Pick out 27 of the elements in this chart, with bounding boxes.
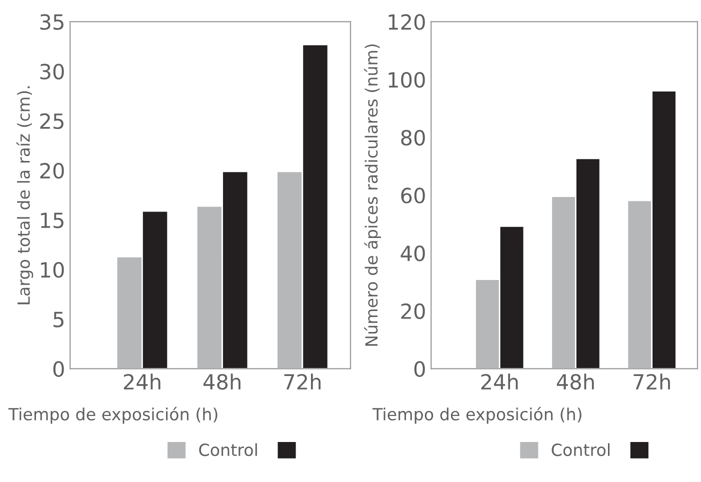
y-tick-label: 60 [401,188,425,204]
x-tick-label: 48h [203,374,240,390]
x-tick-label: 48h [556,374,594,390]
x-tick-label: 24h [124,374,160,390]
x-tick-label: 72h [634,374,670,390]
y-axis-title: Largo total de la raíz (cm). [16,86,34,304]
y-tick-label: 80 [401,130,425,146]
y-tick-label: 120 [388,14,425,30]
x-tick-label: 72h [284,374,321,390]
y-tick-label: 35 [40,14,64,30]
legend-label: Control [199,443,257,456]
y-tick-label: 25 [40,113,64,130]
y-tick-label: 100 [388,72,425,88]
legend-label: Control [552,443,610,456]
y-tick-label: 15 [41,212,64,228]
y-tick-label: 40 [400,246,425,262]
y-tick-label: 5 [54,312,64,328]
y-tick-label: 20 [401,303,425,320]
y-tick-label: 10 [41,262,64,278]
y-axis-title: Número de ápices radiculares (núm) [364,44,381,346]
y-tick-label: 20 [40,162,64,179]
y-tick-label: 30 [40,64,64,80]
y-tick-label: 0 [53,361,64,377]
x-tick-label: 24h [481,374,518,390]
x-axis-title: Tiempo de exposición (h) [372,406,582,424]
x-axis-title: Tiempo de exposición (h) [8,406,218,424]
y-tick-label: 0 [414,361,425,377]
